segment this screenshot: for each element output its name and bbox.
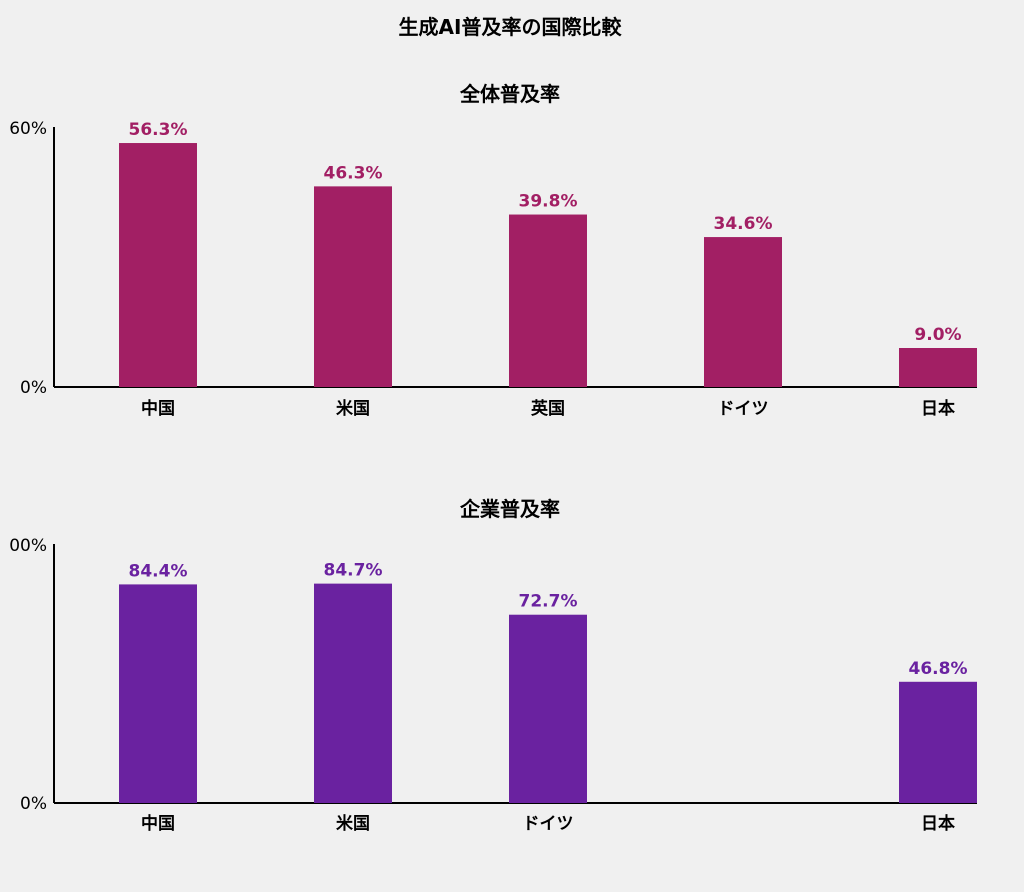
y-tick-zero-enterprise: 0% [20, 794, 47, 814]
y-tick-max-overall: 60% [9, 119, 47, 139]
bar [314, 583, 392, 803]
bar-value-label: 9.0% [914, 325, 961, 345]
y-tick-zero-overall: 0% [20, 378, 47, 398]
bar [899, 348, 977, 387]
bar [704, 237, 782, 387]
bar-value-label: 39.8% [519, 192, 578, 212]
bar [509, 214, 587, 387]
bar-value-label: 46.8% [909, 659, 968, 679]
x-tick-label: 米国 [336, 398, 370, 419]
x-tick-label: 中国 [141, 813, 175, 834]
y-tick-max-enterprise: 00% [9, 536, 47, 556]
bar-value-label: 84.4% [129, 561, 188, 581]
x-tick-label: 中国 [141, 398, 175, 419]
bar [899, 681, 977, 803]
bar [119, 143, 197, 387]
bar-value-label: 46.3% [324, 163, 383, 183]
chart-main-title: 生成AI普及率の国際比較 [399, 15, 623, 39]
x-tick-label: 英国 [531, 398, 565, 419]
panel-title-enterprise: 企業普及率 [459, 497, 560, 521]
bar-value-label: 72.7% [519, 592, 578, 612]
x-tick-label: ドイツ [718, 399, 769, 419]
panel-title-overall: 全体普及率 [459, 82, 560, 106]
bar [119, 584, 197, 803]
bars-enterprise: 84.4% 中国 84.7% 米国 72.7% ドイツ 46.8% 日本 [119, 561, 977, 834]
x-tick-label: ドイツ [523, 814, 574, 834]
panel-overall-adoption: 全体普及率 60% 0% 56.3% 中国 46.3% 米国 39.8% 英国 34.6% ド… [9, 82, 977, 419]
x-tick-label: 日本 [921, 813, 955, 834]
bar [314, 186, 392, 387]
bar-value-label: 34.6% [714, 214, 773, 234]
bar-value-label: 56.3% [129, 120, 188, 140]
bars-overall: 56.3% 中国 46.3% 米国 39.8% 英国 34.6% ドイツ 9.0% 日本 [119, 120, 977, 419]
bar-value-label: 84.7% [324, 561, 383, 581]
x-tick-label: 米国 [336, 813, 370, 834]
bar [509, 614, 587, 803]
x-tick-label: 日本 [921, 398, 955, 419]
panel-enterprise-adoption: 企業普及率 00% 0% 84.4% 中国 84.7% 米国 72.7% ドイツ 46.8%… [9, 497, 977, 834]
